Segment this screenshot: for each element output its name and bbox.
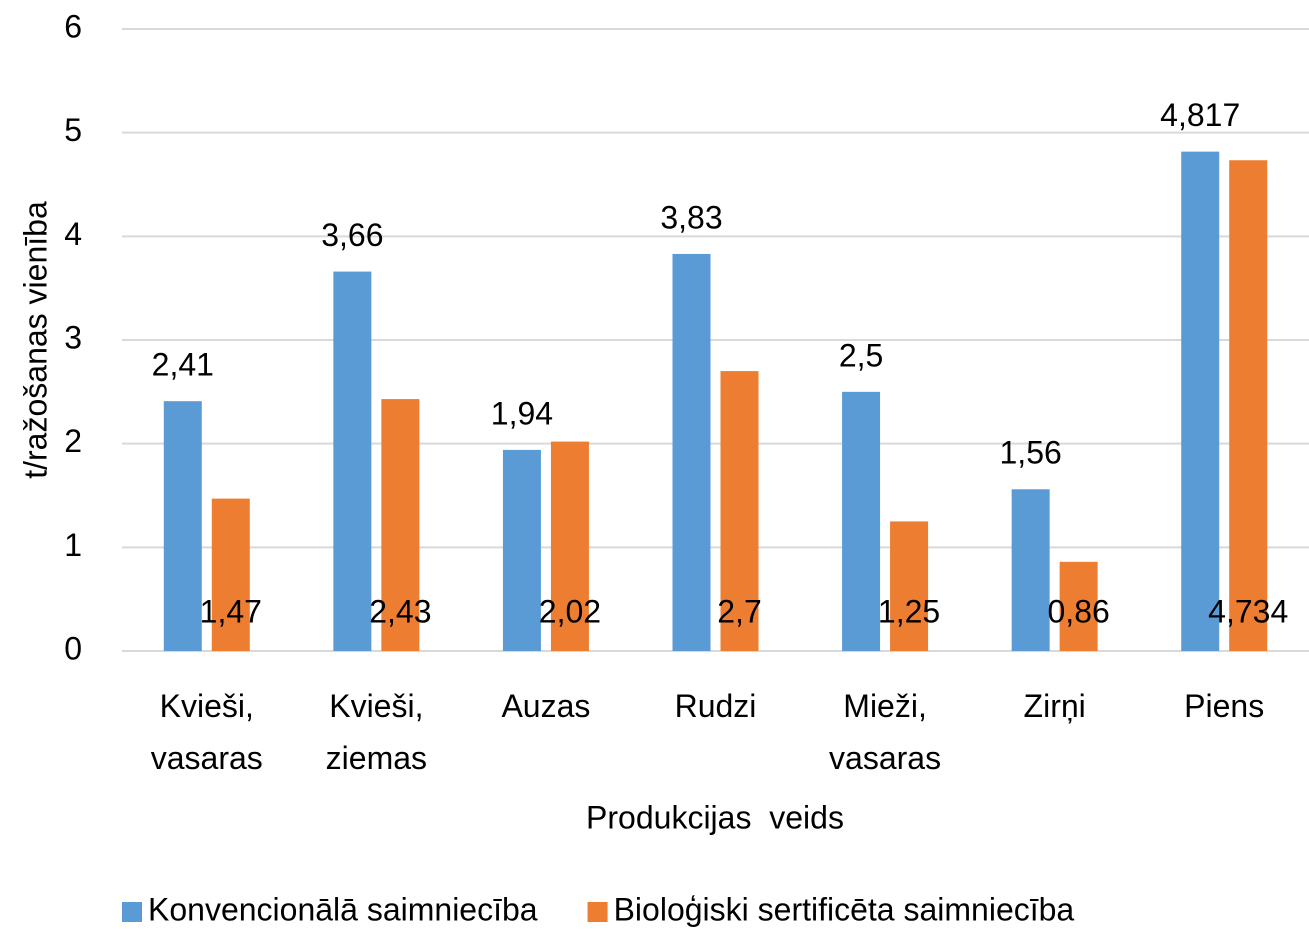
bar: [163, 401, 202, 651]
data-label: 3,66: [321, 217, 383, 253]
bar: [550, 441, 589, 651]
bar: [502, 449, 541, 651]
bar: [720, 371, 759, 651]
legend-label: Konvencionālā saimniecība: [148, 891, 538, 927]
x-axis-title: Produkcijas veids: [586, 799, 844, 835]
bar: [1229, 160, 1268, 651]
bar: [1011, 489, 1050, 651]
bar: [842, 391, 881, 651]
data-label: 4,817: [1160, 97, 1240, 133]
data-label: 2,43: [369, 593, 431, 629]
data-label: 1,94: [491, 395, 553, 431]
bar: [1059, 561, 1098, 651]
data-label: 1,47: [200, 593, 262, 629]
data-label: 2,5: [839, 337, 883, 373]
data-label: 2,02: [539, 593, 601, 629]
legend-label: Bioloģiski sertificēta saimniecība: [614, 891, 1075, 927]
bar: [333, 271, 372, 651]
x-tick-label: Piens: [1184, 688, 1265, 724]
y-tick-label: 6: [64, 8, 82, 44]
x-tick-label: Auzas: [501, 688, 591, 724]
x-tick-label: Zirņi: [1023, 688, 1086, 724]
bar: [381, 399, 420, 651]
x-tick-label: Kvieši, vasaras: [150, 688, 263, 776]
data-label: 2,41: [152, 347, 214, 383]
y-tick-label: 4: [64, 216, 82, 252]
data-label: 1,56: [1000, 435, 1062, 471]
bar: [1181, 151, 1220, 651]
data-label: 3,83: [660, 199, 722, 235]
y-tick-label: 1: [64, 527, 82, 563]
data-label: 2,7: [717, 593, 761, 629]
y-tick-label: 5: [64, 112, 82, 148]
x-tick-label: Rudzi: [674, 688, 757, 724]
y-tick-label: 2: [64, 423, 82, 459]
x-tick-label: Kvieši, ziemas: [325, 688, 428, 776]
data-label: 4,734: [1208, 593, 1288, 629]
legend-swatch: [122, 902, 142, 922]
y-tick-label: 0: [64, 630, 82, 666]
y-axis-title: t/ražošanas vienība: [17, 201, 53, 479]
x-tick-label: Mieži, vasaras: [829, 688, 942, 776]
bar: [211, 498, 250, 651]
data-label: 0,86: [1048, 593, 1110, 629]
data-label: 1,25: [878, 593, 940, 629]
y-tick-label: 3: [64, 319, 82, 355]
bar: [672, 253, 711, 651]
legend-swatch: [587, 902, 608, 922]
bar: [890, 521, 929, 651]
